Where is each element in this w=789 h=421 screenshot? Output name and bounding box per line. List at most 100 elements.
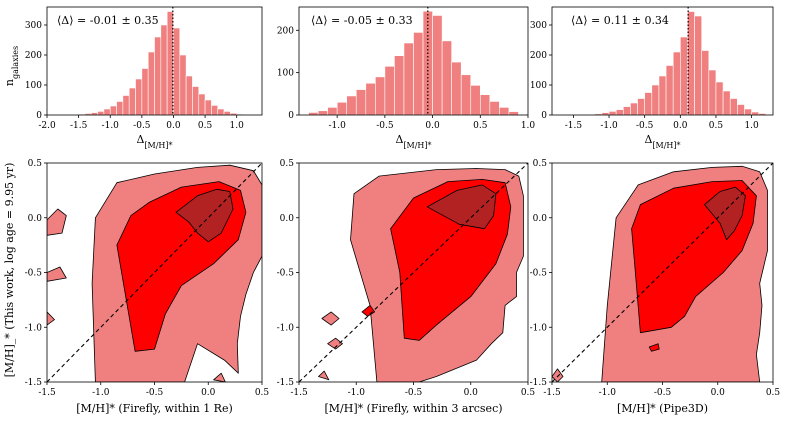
histogram-bar	[135, 78, 143, 115]
histogram-bar	[479, 94, 491, 115]
x-tick-label: 0.5	[521, 388, 536, 398]
x-tick-label: -1.0	[92, 388, 110, 398]
x-tick-label: 0.5	[198, 121, 213, 131]
x-tick-label: 1.0	[521, 121, 536, 131]
histogram-bars	[594, 11, 767, 115]
histogram-bar	[211, 105, 219, 115]
histogram-bar	[116, 101, 124, 115]
histogram-bar	[122, 95, 130, 115]
x-tick-label: 1.0	[744, 121, 759, 131]
x-axis-label: [M/H]* (Pipe3D)	[617, 402, 708, 415]
y-tick-label: 0.5	[533, 159, 548, 169]
histogram-bar	[630, 102, 638, 115]
y-tick-label: 0.5	[28, 159, 43, 169]
histogram-bar	[198, 93, 206, 115]
contour-middle	[361, 304, 376, 317]
histogram-bar	[637, 98, 645, 115]
contour-outer	[318, 370, 330, 381]
contour-layer	[299, 163, 528, 382]
histogram-bar	[413, 32, 424, 115]
histogram-bar	[128, 87, 136, 115]
x-tick-label: 0.5	[766, 388, 781, 398]
histogram-bar	[103, 108, 111, 115]
histogram-bar	[644, 92, 653, 115]
x-tick-label: -1.5	[38, 388, 56, 398]
histogram-bar	[223, 111, 231, 115]
x-tick-label: 0.0	[464, 388, 479, 398]
histogram-bar	[672, 51, 681, 115]
histogram-bar	[758, 113, 767, 115]
y-tick-label: -1.0	[530, 323, 548, 333]
x-tick-label: -1.5	[290, 388, 308, 398]
y-tick-label: 0.0	[280, 214, 295, 224]
x-tick-label: -0.5	[376, 121, 394, 131]
y-tick-label: 300	[25, 21, 42, 31]
x-tick-label: -1.5	[565, 121, 583, 131]
hist-1-panel: ⟨Δ⟩ = -0.01 ± 0.35 -2.0 -1.5 -1.0 -0.5 0.0 0.5…	[25, 6, 263, 150]
x-tick-label: 0.0	[425, 121, 440, 131]
y-tick-label: 300	[530, 21, 547, 31]
histogram-bar	[394, 55, 405, 115]
histogram-bar	[715, 81, 724, 115]
histogram-bar	[470, 85, 481, 115]
histogram-bar	[141, 68, 149, 115]
axes-frame	[551, 6, 774, 116]
mean-annotation: ⟨Δ⟩ = -0.01 ± 0.35	[57, 14, 159, 27]
histogram-bar	[147, 51, 155, 115]
x-tick-label: -0.5	[405, 388, 423, 398]
x-axis-label: [M/H]* (Firefly, within 3 arcsec)	[324, 402, 502, 415]
y-tick-label: -0.5	[530, 269, 548, 279]
x-tick-label: 0.5	[709, 121, 724, 131]
histogram-bar	[701, 50, 710, 115]
y-tick-label: 0.0	[533, 214, 548, 224]
x-tick-label: 0.5	[255, 388, 270, 398]
y-tick-label: 200	[530, 51, 547, 61]
histogram-bar	[751, 111, 760, 115]
y-tick-label: 100	[25, 81, 42, 91]
histogram-bar	[185, 75, 193, 115]
hist-2-panel: ⟨Δ⟩ = -0.05 ± 0.33 -1.0 -0.5 0.0 0.5 1.0 0 100 2…	[277, 6, 536, 150]
x-axis-label: [M/H]* (Firefly, within 1 Re)	[76, 402, 233, 415]
histogram-bar	[737, 104, 745, 115]
histogram-bar	[651, 84, 660, 115]
histogram-bar	[722, 90, 731, 115]
y-tick-label: -1.5	[530, 378, 548, 388]
contour-layer	[552, 163, 773, 382]
histogram-bars	[78, 11, 244, 115]
contour-ylabel: [M/H]_* (This work, log age = 9.95 yr)	[3, 163, 16, 378]
x-tick-label: -1.5	[70, 121, 88, 131]
histogram-bar	[217, 108, 225, 115]
contour-outer	[47, 266, 67, 282]
y-tick-label: -1.5	[277, 378, 295, 388]
histogram-bar	[346, 95, 357, 115]
y-tick-label: 0.0	[28, 214, 43, 224]
x-axis-label: Δ[M/H]*	[136, 133, 172, 150]
histogram-bar	[708, 69, 717, 115]
histogram-bar	[489, 101, 500, 115]
axes-frame	[551, 162, 774, 383]
histogram-bar	[97, 111, 105, 115]
histogram-bar	[460, 74, 472, 115]
histogram-bar	[384, 65, 395, 115]
histogram-bar	[694, 15, 703, 115]
histogram-bar	[680, 36, 688, 115]
histogram-bar	[173, 27, 181, 115]
mean-annotation: ⟨Δ⟩ = -0.05 ± 0.33	[311, 14, 413, 27]
x-tick-label: 0.0	[711, 388, 726, 398]
x-tick-label: -1.0	[328, 121, 346, 131]
contour-layer	[47, 163, 262, 382]
x-tick-label: -1.0	[599, 388, 617, 398]
one-to-one-line	[299, 163, 528, 382]
x-tick-label: -1.0	[102, 121, 120, 131]
axes-frame	[298, 6, 529, 116]
histogram-bar	[179, 54, 187, 115]
contour-1-panel: -1.5 -1.0 -0.5 0.0 0.5 -1.5 -1.0 -0.5 0.0 0.5 [M/H…	[25, 159, 270, 415]
axes-frame	[46, 162, 263, 383]
x-tick-label: 0.0	[673, 121, 688, 131]
x-axis-label: Δ[M/H]*	[395, 133, 431, 150]
histogram-bar	[451, 61, 462, 115]
contour-inner	[175, 188, 234, 243]
contour-outer	[321, 311, 340, 326]
x-tick-label: -0.5	[654, 388, 672, 398]
